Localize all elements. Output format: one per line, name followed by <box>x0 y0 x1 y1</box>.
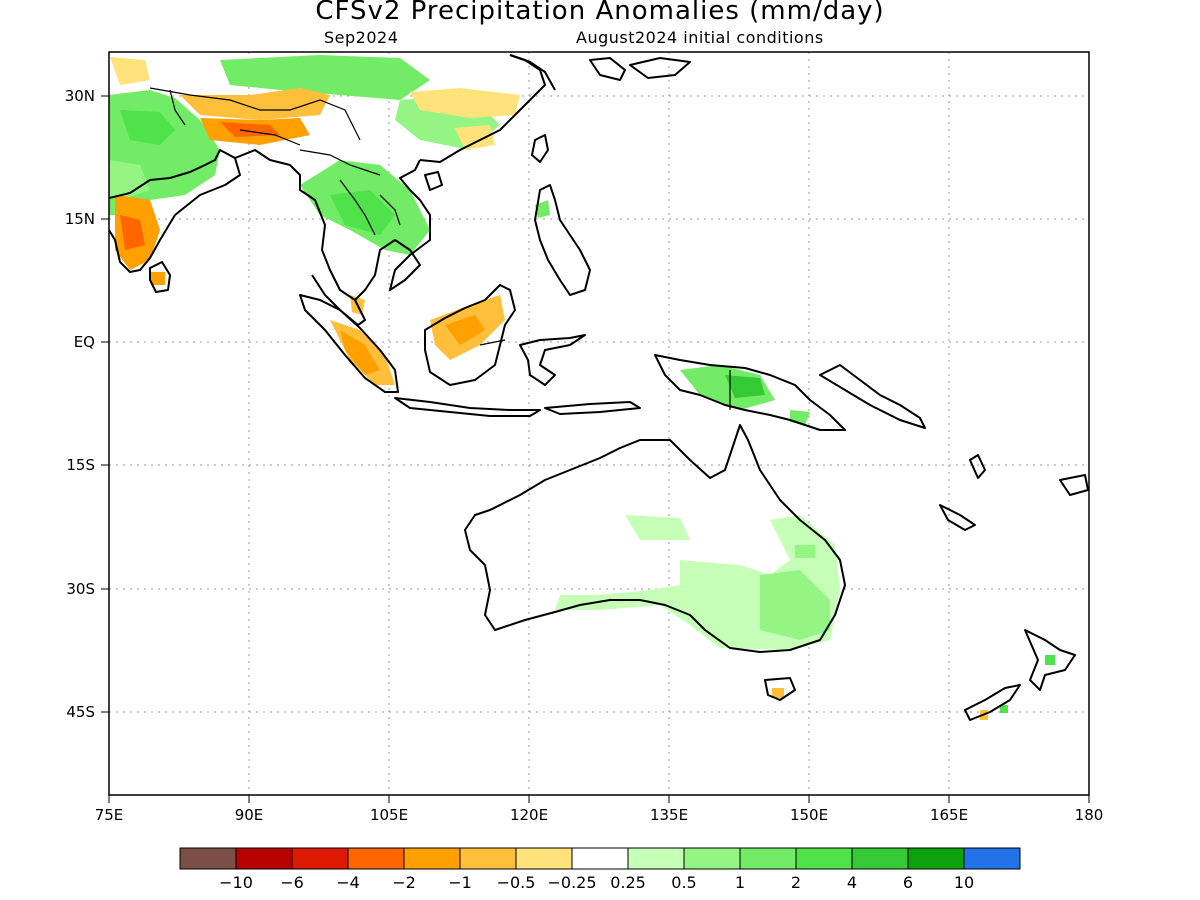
colorbar-label: 1 <box>735 873 745 892</box>
colorbar-swatch <box>235 847 293 870</box>
map-frame <box>108 51 1090 796</box>
colorbar-swatch <box>291 847 349 870</box>
tick-marks <box>101 95 1090 803</box>
colorbar-swatch <box>795 847 853 870</box>
colorbar-label: 6 <box>903 873 913 892</box>
colorbar-label: 2 <box>791 873 801 892</box>
lat-tick-45s: 45S <box>66 703 95 721</box>
lat-tick-30n: 30N <box>65 87 95 105</box>
lon-tick-135e: 135E <box>650 806 688 824</box>
anomaly-shading <box>109 55 1055 720</box>
colorbar-swatch <box>571 847 629 870</box>
colorbar-swatch <box>739 847 797 870</box>
initial-conditions-label: August2024 initial conditions <box>576 28 824 47</box>
colorbar-label: −0.5 <box>497 873 536 892</box>
colorbar-swatch <box>851 847 909 870</box>
country-borders <box>149 87 731 410</box>
latitude-labels: 30N 15N EQ 15S 30S 45S <box>65 87 95 721</box>
colorbar-label: −6 <box>280 873 304 892</box>
colorbar-label: 10 <box>954 873 974 892</box>
map-title: CFSv2 Precipitation Anomalies (mm/day) <box>315 0 885 26</box>
lat-tick-30s: 30S <box>66 580 95 598</box>
colorbar-swatch <box>907 847 965 870</box>
longitude-labels: 75E 90E 105E 120E 135E 150E 165E 180 <box>95 806 1104 824</box>
lon-tick-180: 180 <box>1075 806 1104 824</box>
colorbar-swatch <box>347 847 405 870</box>
lat-tick-eq: EQ <box>74 333 95 351</box>
lon-tick-120e: 120E <box>510 806 548 824</box>
colorbar-label: −2 <box>392 873 416 892</box>
lat-tick-15s: 15S <box>66 456 95 474</box>
lat-tick-15n: 15N <box>65 210 95 228</box>
lon-tick-75e: 75E <box>95 806 124 824</box>
colorbar: −10 −6 −4 −2 −1 −0.5 −0.25 0.25 0.5 1 2 4 6 10 <box>179 847 1021 892</box>
graticule <box>109 52 1089 795</box>
colorbar-label: 0.25 <box>610 873 646 892</box>
colorbar-label: 0.5 <box>671 873 696 892</box>
colorbar-swatch <box>179 847 237 870</box>
colorbar-label: 4 <box>847 873 857 892</box>
lon-tick-105e: 105E <box>370 806 408 824</box>
lon-tick-150e: 150E <box>790 806 828 824</box>
lon-tick-90e: 90E <box>235 806 264 824</box>
lon-tick-165e: 165E <box>930 806 968 824</box>
colorbar-swatch <box>683 847 741 870</box>
colorbar-swatch <box>627 847 685 870</box>
coastlines <box>109 54 1089 721</box>
colorbar-swatch <box>515 847 573 870</box>
colorbar-label: −1 <box>448 873 472 892</box>
colorbar-label: −10 <box>219 873 253 892</box>
colorbar-label: −0.25 <box>547 873 596 892</box>
colorbar-swatch <box>403 847 461 870</box>
colorbar-label: −4 <box>336 873 360 892</box>
colorbar-swatch <box>963 847 1021 870</box>
valid-month-label: Sep2024 <box>324 28 399 47</box>
colorbar-swatch <box>459 847 517 870</box>
